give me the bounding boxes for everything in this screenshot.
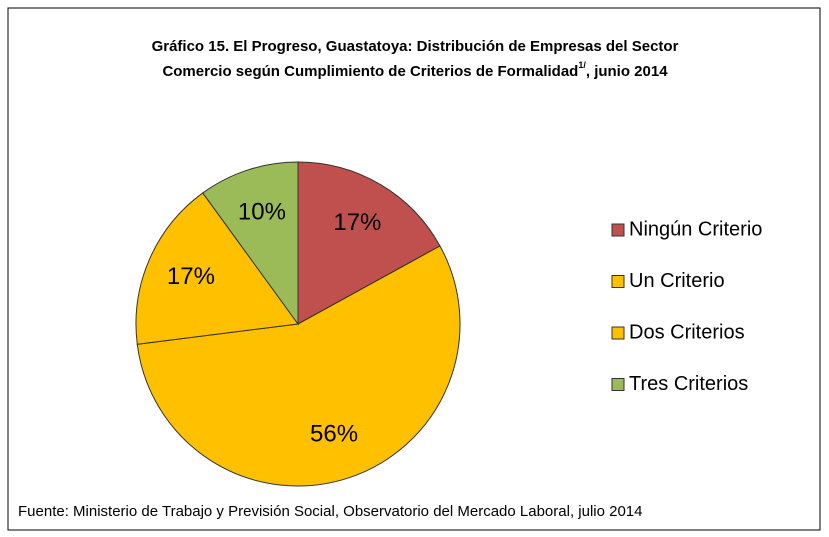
title-superscript: 1/ <box>578 60 586 70</box>
legend-label: Ningún Criterio <box>629 218 762 240</box>
data-label: 56% <box>310 420 358 447</box>
data-label: 10% <box>238 198 286 225</box>
legend-label: Dos Criterios <box>629 321 745 343</box>
title-suffix: , junio 2014 <box>586 63 668 80</box>
legend-swatch <box>611 378 625 391</box>
legend-swatch <box>611 275 625 288</box>
chart-title: Gráfico 15. El Progreso, Guastatoya: Dis… <box>152 38 679 55</box>
legend-label: Tres Criterios <box>629 373 748 395</box>
chart-title: Comercio según Cumplimiento de Criterios… <box>162 60 668 80</box>
pie-slice <box>136 245 461 487</box>
data-label: 17% <box>167 263 215 290</box>
chart-title: Comercio según Cumplimiento de Criterios… <box>162 63 578 80</box>
data-label: 17% <box>333 209 381 236</box>
pie-slice <box>297 161 441 325</box>
legend-swatch <box>611 326 625 340</box>
legend-label: Un Criterio <box>629 270 725 292</box>
legend-swatch <box>611 223 625 237</box>
pie-slice <box>135 192 299 345</box>
pie-slice <box>202 161 299 326</box>
source-note: Fuente: Ministerio de Trabajo y Previsió… <box>18 503 643 520</box>
